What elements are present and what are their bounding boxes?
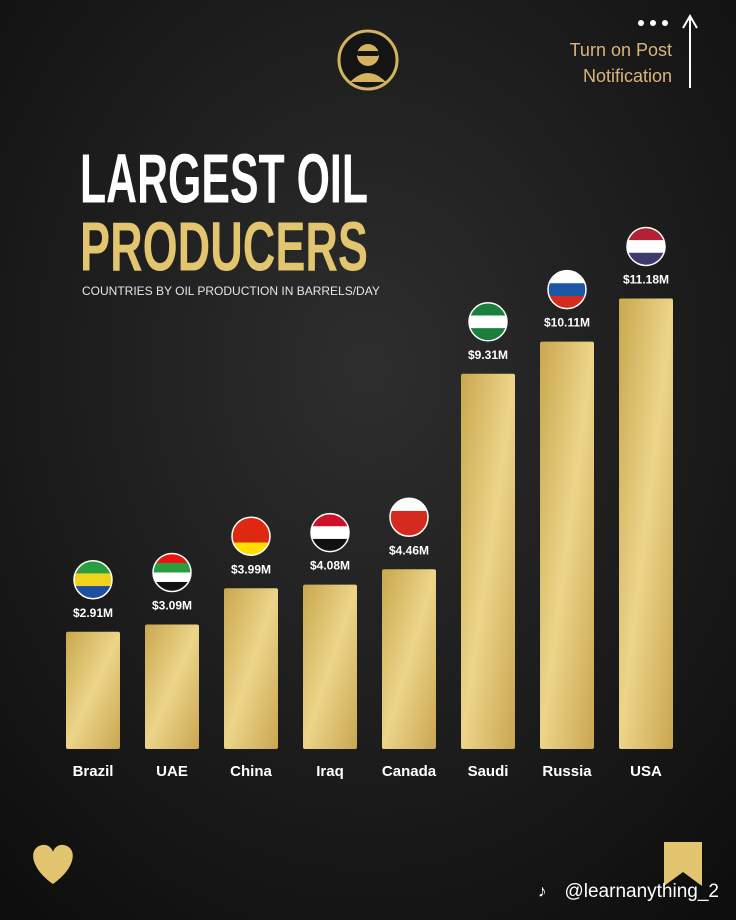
flag-rim	[626, 226, 666, 267]
save-icon[interactable]	[664, 842, 702, 886]
flag-stripe	[390, 510, 428, 525]
value-label: $3.99M	[231, 562, 271, 576]
flag	[231, 516, 271, 556]
x-tick-label: Iraq	[316, 763, 344, 780]
bar	[540, 341, 594, 749]
value-label: $10.11M	[544, 316, 590, 330]
flag	[389, 497, 429, 538]
chart-title: LARGEST OIL	[80, 139, 368, 217]
flag-stripe	[153, 581, 191, 592]
flag-rim	[73, 559, 113, 600]
flag-stripe	[311, 526, 349, 540]
flag-stripe	[232, 529, 270, 544]
flag	[547, 269, 587, 310]
x-tick-label: UAE	[156, 763, 188, 780]
bar	[224, 588, 278, 749]
value-label: $4.46M	[389, 543, 429, 557]
x-tick-label: Russia	[542, 763, 592, 780]
value-label: $4.08M	[310, 559, 350, 573]
flag-stripe	[627, 240, 665, 254]
bar	[461, 373, 515, 749]
flag	[626, 226, 666, 267]
tiktok-icon: ♪	[538, 881, 547, 900]
value-label: $2.91M	[73, 606, 113, 620]
value-label: $9.31M	[468, 348, 508, 362]
chart-title: PRODUCERS	[80, 207, 368, 285]
arrow	[682, 14, 698, 88]
x-tick-label: Canada	[382, 763, 437, 780]
flag-rim	[310, 512, 350, 553]
x-tick-label: USA	[630, 763, 662, 780]
notification-text: Notification	[583, 66, 672, 86]
x-tick-label: Saudi	[468, 763, 509, 780]
x-tick-label: China	[230, 763, 272, 780]
flag-stripe	[153, 572, 191, 583]
bar	[303, 584, 357, 749]
flag	[73, 559, 113, 600]
value-label: $11.18M	[623, 273, 669, 287]
menu-dots[interactable]	[638, 20, 668, 26]
bar	[145, 624, 199, 749]
flag-stripe	[469, 315, 507, 329]
flag-rim	[231, 516, 271, 556]
flag-stripe	[153, 562, 191, 573]
flag-stripe	[548, 283, 586, 297]
flag	[468, 302, 508, 342]
flag	[152, 552, 192, 593]
handle: @learnanything_2	[564, 881, 719, 902]
bar	[619, 298, 673, 749]
flag-stripe	[74, 573, 112, 587]
like-icon[interactable]	[33, 844, 73, 884]
chart-subtitle: COUNTRIES BY OIL PRODUCTION IN BARRELS/D…	[82, 284, 380, 298]
bar	[66, 631, 120, 749]
value-label: $3.09M	[152, 599, 192, 613]
flag-rim	[468, 302, 508, 342]
flag-rim	[389, 497, 429, 538]
flag	[310, 512, 350, 553]
logo	[337, 29, 399, 91]
notification-text: Turn on Post	[570, 40, 672, 60]
flag-rim	[152, 552, 192, 593]
flag-stripe	[153, 553, 191, 564]
x-tick-label: Brazil	[73, 763, 114, 780]
bar	[382, 569, 436, 749]
flag-rim	[547, 269, 587, 310]
